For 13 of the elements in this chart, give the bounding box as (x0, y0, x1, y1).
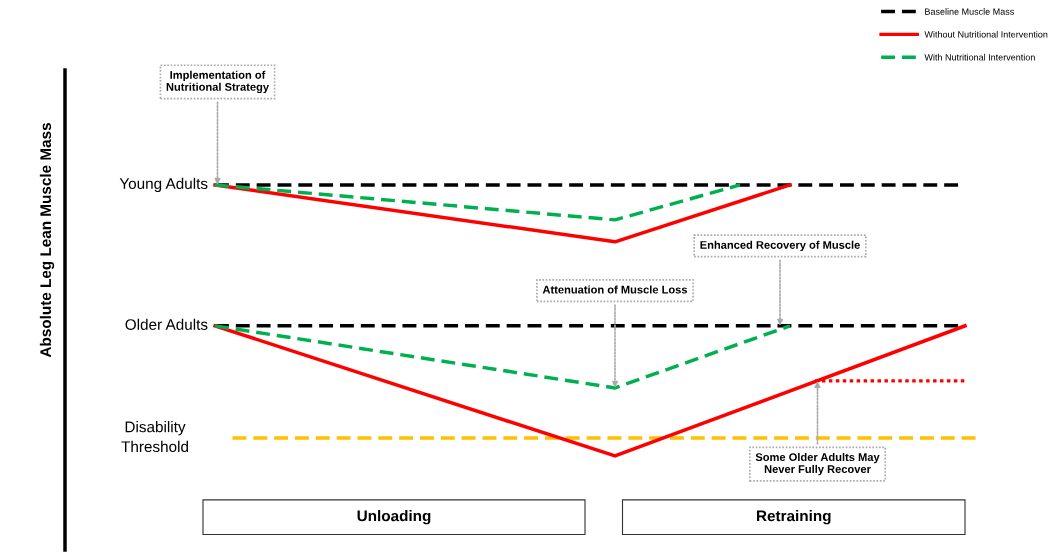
legend-label: Baseline Muscle Mass (925, 8, 1014, 15)
annotation: Implementation of Nutritional Strategy (166, 70, 269, 94)
text: Young Adults (119, 177, 208, 193)
annotation: Enhanced Recovery of Muscle (700, 240, 860, 252)
annotation: Some Older Adults May Never Fully Recover (755, 452, 880, 476)
legend-label: Without Nutritional Intervention (924, 30, 1048, 38)
text: Absolute Leg Lean Muscle Mass (39, 123, 55, 358)
ref-line-label: Disability Threshold (121, 421, 188, 453)
annotation: Attenuation of Muscle Loss (542, 285, 688, 294)
text: Retraining (757, 510, 831, 525)
text: Older Adults (125, 318, 208, 330)
text: Unloading (357, 510, 431, 525)
legend-label: With Nutritional Intervention (924, 53, 1035, 61)
